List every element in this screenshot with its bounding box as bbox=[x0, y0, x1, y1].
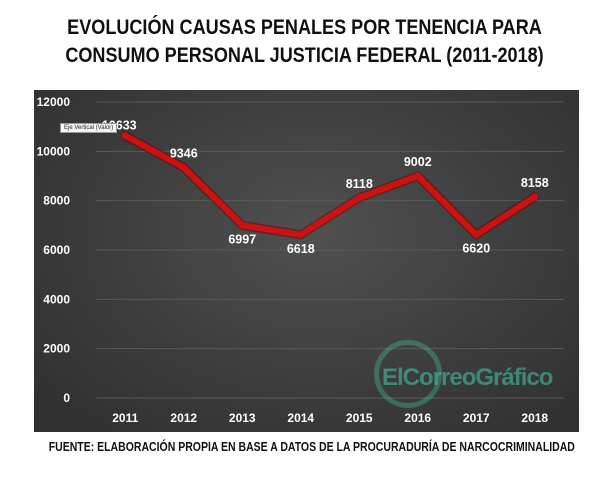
chart-panel: 0 2000 4000 6000 8000 10000 12000 2011 2012 2013 2… bbox=[34, 90, 579, 432]
y-tick-label: 10000 bbox=[37, 144, 71, 158]
y-tick-label: 6000 bbox=[43, 243, 70, 257]
data-label: 8158 bbox=[521, 176, 549, 190]
x-tick-label: 2018 bbox=[521, 411, 548, 425]
data-point bbox=[531, 193, 539, 201]
data-label: 9002 bbox=[404, 155, 432, 169]
x-tick-label: 2014 bbox=[287, 411, 314, 425]
source-footnote: FUENTE: ELABORACIÓN PROPIA EN BASE A DAT… bbox=[48, 440, 575, 454]
data-point bbox=[414, 172, 422, 180]
y-tick-label: 4000 bbox=[43, 292, 70, 306]
data-label: 9346 bbox=[170, 146, 198, 160]
x-tick-label: 2015 bbox=[346, 411, 373, 425]
y-tick-label: 2000 bbox=[43, 342, 70, 356]
data-label: 6997 bbox=[228, 232, 256, 246]
data-point bbox=[121, 132, 129, 140]
vertical-axis-tag: Eje Vertical (Valor) bbox=[60, 123, 118, 133]
data-label: 8118 bbox=[346, 177, 373, 191]
chart-title-line2: CONSUMO PERSONAL JUSTICIA FEDERAL (2011-… bbox=[65, 44, 544, 67]
chart-title-line1: EVOLUCIÓN CAUSAS PENALES POR TENENCIA PA… bbox=[67, 16, 542, 39]
y-tick-label: 0 bbox=[63, 391, 70, 405]
chart-title: EVOLUCIÓN CAUSAS PENALES POR TENENCIA PA… bbox=[43, 14, 567, 70]
x-tick-label: 2012 bbox=[170, 411, 197, 425]
series-line bbox=[122, 132, 538, 238]
data-label: 6618 bbox=[287, 242, 315, 256]
x-tick-label: 2013 bbox=[229, 411, 256, 425]
x-tick-label: 2011 bbox=[112, 411, 138, 425]
data-label: 6620 bbox=[462, 242, 490, 256]
y-tick-label: 12000 bbox=[37, 95, 71, 109]
data-point bbox=[297, 231, 305, 239]
data-point bbox=[355, 194, 363, 202]
data-point bbox=[180, 163, 188, 171]
line-chart: 0 2000 4000 6000 8000 10000 12000 2011 2012 2013 2… bbox=[37, 95, 564, 425]
data-point bbox=[238, 221, 246, 229]
data-point bbox=[472, 231, 480, 239]
x-tick-label: 2016 bbox=[404, 411, 431, 425]
y-tick-label: 8000 bbox=[43, 194, 70, 208]
x-tick-label: 2017 bbox=[463, 411, 490, 425]
